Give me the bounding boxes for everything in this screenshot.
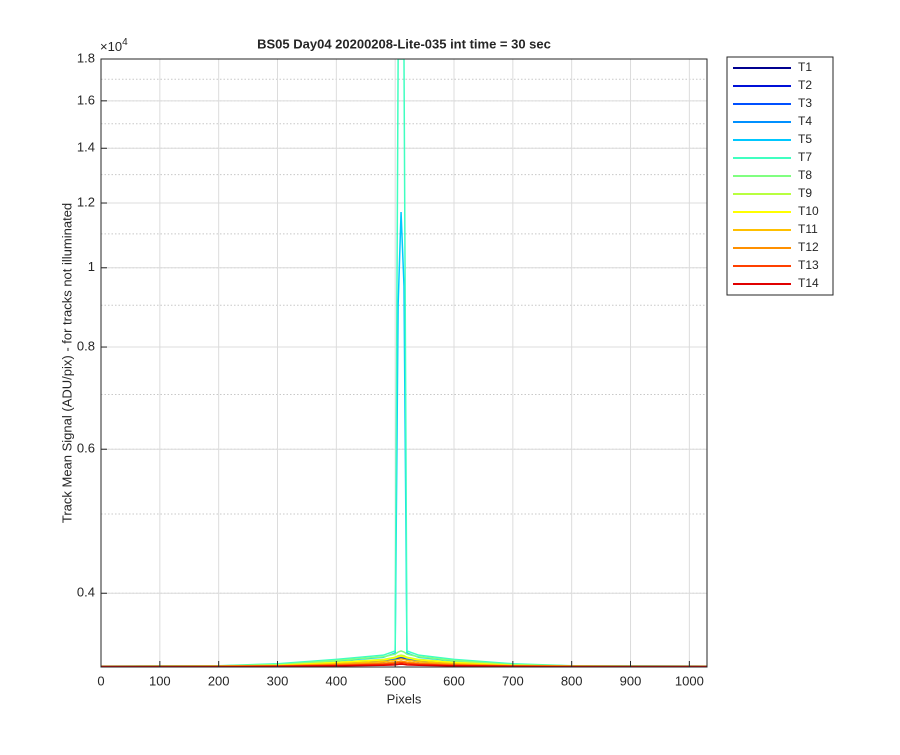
legend-label: T10 — [798, 204, 819, 218]
y-tick-label: 0.6 — [77, 441, 95, 456]
series-line — [101, 59, 707, 667]
legend-label: T5 — [798, 132, 812, 146]
legend-label: T11 — [798, 222, 818, 236]
legend-label: T13 — [798, 258, 819, 272]
x-tick-label: 500 — [384, 673, 406, 688]
lines — [101, 59, 707, 667]
y-tick-label: 0.4 — [77, 585, 95, 600]
x-tick-label: 700 — [502, 673, 524, 688]
legend-label: T1 — [798, 60, 812, 74]
x-tick-label: 200 — [208, 673, 230, 688]
x-tick-label: 300 — [267, 673, 289, 688]
y-axis-label: Track Mean Signal (ADU/pix) - for tracks… — [59, 203, 74, 523]
legend: T1 T2 T3 T4 T5 T7 T8 T9 T10 T11 T12 T13 T14 — [726, 56, 834, 296]
y-tick-label: 1.2 — [77, 194, 95, 209]
y-tick-label: 0.8 — [77, 338, 95, 353]
x-tick-label: 800 — [561, 673, 583, 688]
legend-label: T2 — [798, 78, 812, 92]
legend-label: T9 — [798, 186, 812, 200]
x-axis-label: Pixels — [387, 691, 422, 706]
x-tick-label: 100 — [149, 673, 171, 688]
y-tick-label: 1 — [88, 259, 95, 274]
y-tick-label: 1.6 — [77, 92, 95, 107]
series-line — [101, 663, 707, 667]
axes-box — [100, 58, 708, 668]
legend-label: T3 — [798, 96, 812, 110]
x-tick-label: 400 — [325, 673, 347, 688]
axes: 0.4 0.6 0.8 1 1.2 1.4 1.6 1.8 0 100 200 300 400 500 60… — [77, 50, 708, 688]
legend-label: T4 — [798, 114, 812, 128]
x-tick-label: 900 — [620, 673, 642, 688]
y-tick-label: 1.8 — [77, 50, 95, 65]
chart-title: BS05 Day04 20200208-Lite-035 int time = … — [257, 36, 551, 51]
exponent-base: ×10 — [100, 39, 122, 54]
x-tick-label: 600 — [443, 673, 465, 688]
y-exponent: ×104 — [100, 37, 128, 55]
legend-label: T7 — [798, 150, 812, 164]
x-tick-label: 1000 — [675, 673, 704, 688]
legend-label: T8 — [798, 168, 812, 182]
legend-label: T14 — [798, 276, 819, 290]
y-tick-label: 1.4 — [77, 140, 95, 155]
exponent-power: 4 — [122, 37, 128, 48]
x-tick-label: 0 — [97, 673, 104, 688]
series-line — [101, 650, 707, 667]
legend-label: T12 — [798, 240, 819, 254]
